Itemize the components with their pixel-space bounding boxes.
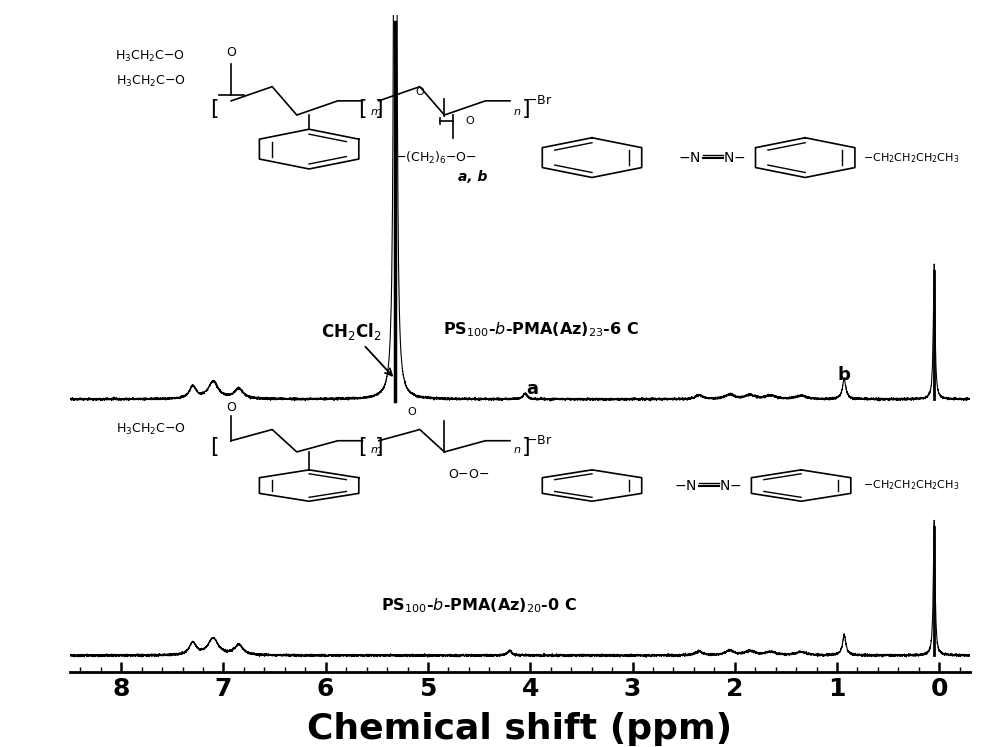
Text: n: n [514, 107, 521, 117]
Text: $-$Br: $-$Br [526, 94, 553, 108]
Text: O: O [226, 400, 236, 414]
Text: H$_3$CH$_2$C$-$O: H$_3$CH$_2$C$-$O [116, 73, 186, 89]
Text: n: n [514, 445, 521, 455]
Text: $-$CH$_2$CH$_2$CH$_2$CH$_3$: $-$CH$_2$CH$_2$CH$_2$CH$_3$ [863, 151, 959, 164]
Text: $-$Br: $-$Br [526, 434, 553, 447]
Text: ]: ] [374, 99, 383, 120]
Text: m: m [371, 445, 381, 455]
Text: $-$N: $-$N [678, 151, 701, 164]
Text: O$-$O$-$: O$-$O$-$ [448, 468, 490, 481]
Text: [: [ [210, 438, 219, 457]
Text: $-$(C$\mathrm{H_2}$)$_6$$-$O$-$: $-$(C$\mathrm{H_2}$)$_6$$-$O$-$ [395, 149, 477, 166]
Text: N$-$: N$-$ [719, 479, 742, 492]
Text: H$_3$CH$_2$C$-$O: H$_3$CH$_2$C$-$O [115, 49, 185, 63]
Text: a, b: a, b [458, 170, 488, 185]
Text: a: a [526, 380, 538, 398]
Text: [: [ [358, 99, 367, 120]
Text: O: O [415, 87, 424, 97]
Text: [: [ [358, 438, 367, 457]
Text: ]: ] [522, 99, 531, 120]
Text: PS$_{100}$-$b$-PMA(Az)$_{23}$-6 C: PS$_{100}$-$b$-PMA(Az)$_{23}$-6 C [443, 320, 639, 338]
Text: O: O [407, 406, 416, 417]
Text: O: O [226, 46, 236, 59]
Text: CH$_{2}$Cl$_{2}$: CH$_{2}$Cl$_{2}$ [321, 321, 392, 376]
X-axis label: Chemical shift (ppm): Chemical shift (ppm) [307, 713, 733, 746]
Text: b: b [838, 367, 851, 385]
Text: ]: ] [374, 438, 383, 457]
Text: O: O [465, 116, 474, 125]
Text: H$_3$CH$_2$C$-$O: H$_3$CH$_2$C$-$O [116, 422, 186, 437]
Text: $-$CH$_2$CH$_2$CH$_2$CH$_3$: $-$CH$_2$CH$_2$CH$_2$CH$_3$ [863, 479, 959, 492]
Text: [: [ [210, 99, 219, 120]
Text: ]: ] [522, 438, 531, 457]
Text: m: m [371, 107, 381, 117]
Text: PS$_{100}$-$b$-PMA(Az)$_{20}$-0 C: PS$_{100}$-$b$-PMA(Az)$_{20}$-0 C [381, 596, 577, 615]
Text: N$-$: N$-$ [723, 151, 746, 164]
Text: $-$N: $-$N [674, 479, 697, 492]
